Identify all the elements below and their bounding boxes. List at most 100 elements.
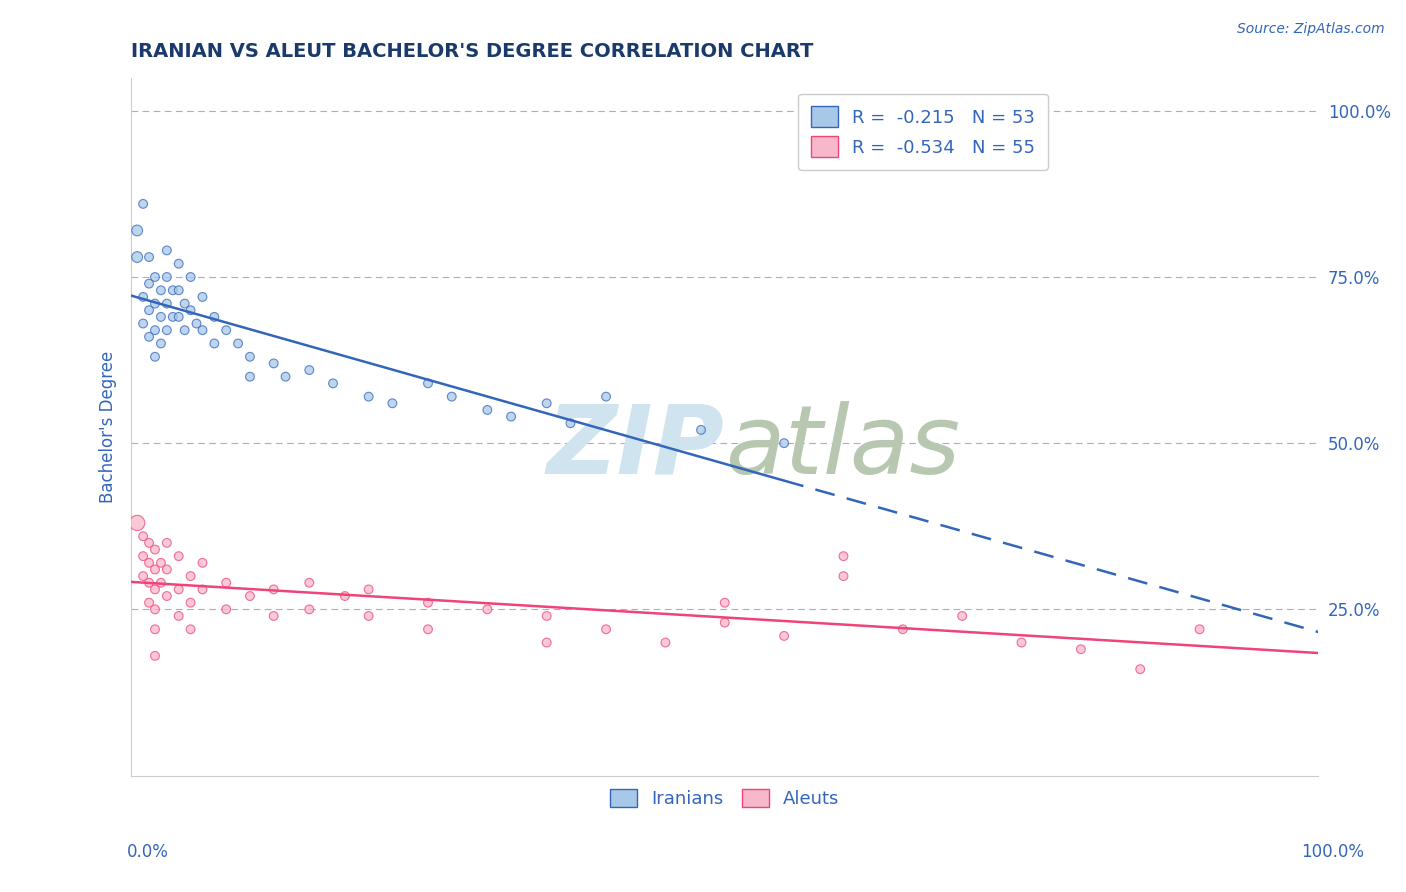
Point: [274, 369, 297, 384]
Point: [595, 622, 617, 636]
Point: [536, 609, 558, 624]
Text: ZIP: ZIP: [547, 401, 724, 494]
Point: [333, 589, 356, 603]
Point: [1129, 662, 1152, 676]
Point: [536, 635, 558, 649]
Point: [156, 562, 179, 576]
Point: [180, 270, 202, 285]
Point: [127, 250, 149, 264]
Point: [143, 350, 166, 364]
Point: [357, 609, 380, 624]
Point: [215, 323, 238, 337]
Point: [239, 369, 262, 384]
Point: [595, 390, 617, 404]
Text: 100.0%: 100.0%: [1301, 843, 1364, 861]
Point: [690, 423, 713, 437]
Point: [180, 303, 202, 318]
Point: [202, 336, 225, 351]
Text: IRANIAN VS ALEUT BACHELOR'S DEGREE CORRELATION CHART: IRANIAN VS ALEUT BACHELOR'S DEGREE CORRE…: [131, 42, 814, 61]
Point: [138, 596, 160, 610]
Point: [180, 622, 202, 636]
Point: [149, 336, 172, 351]
Point: [215, 602, 238, 616]
Point: [713, 596, 735, 610]
Point: [138, 277, 160, 291]
Point: [202, 310, 225, 324]
Point: [950, 609, 973, 624]
Point: [654, 635, 676, 649]
Point: [186, 317, 208, 331]
Point: [173, 296, 195, 310]
Point: [143, 602, 166, 616]
Point: [162, 310, 184, 324]
Point: [191, 582, 214, 597]
Point: [143, 582, 166, 597]
Point: [127, 516, 149, 530]
Text: atlas: atlas: [724, 401, 960, 494]
Point: [298, 575, 321, 590]
Point: [298, 363, 321, 377]
Point: [501, 409, 523, 424]
Point: [143, 648, 166, 663]
Point: [143, 542, 166, 557]
Point: [832, 549, 855, 564]
Point: [416, 376, 439, 391]
Point: [138, 303, 160, 318]
Point: [226, 336, 249, 351]
Point: [773, 629, 796, 643]
Point: [180, 596, 202, 610]
Point: [1070, 642, 1092, 657]
Point: [149, 556, 172, 570]
Point: [357, 390, 380, 404]
Point: [143, 562, 166, 576]
Point: [440, 390, 463, 404]
Point: [149, 575, 172, 590]
Point: [191, 556, 214, 570]
Point: [416, 622, 439, 636]
Point: [263, 582, 285, 597]
Y-axis label: Bachelor's Degree: Bachelor's Degree: [100, 351, 117, 503]
Point: [143, 622, 166, 636]
Point: [167, 582, 190, 597]
Point: [143, 323, 166, 337]
Point: [215, 575, 238, 590]
Point: [239, 350, 262, 364]
Point: [138, 556, 160, 570]
Point: [156, 589, 179, 603]
Point: [173, 323, 195, 337]
Point: [138, 250, 160, 264]
Point: [132, 529, 155, 543]
Point: [156, 296, 179, 310]
Point: [138, 330, 160, 344]
Point: [127, 223, 149, 237]
Point: [477, 403, 499, 417]
Point: [832, 569, 855, 583]
Text: 0.0%: 0.0%: [127, 843, 169, 861]
Point: [156, 244, 179, 258]
Point: [322, 376, 344, 391]
Point: [138, 536, 160, 550]
Point: [1011, 635, 1033, 649]
Point: [132, 569, 155, 583]
Point: [773, 436, 796, 450]
Point: [477, 602, 499, 616]
Point: [132, 290, 155, 304]
Point: [132, 549, 155, 564]
Point: [156, 323, 179, 337]
Point: [536, 396, 558, 410]
Point: [167, 257, 190, 271]
Point: [156, 536, 179, 550]
Point: [143, 270, 166, 285]
Point: [191, 323, 214, 337]
Point: [298, 602, 321, 616]
Point: [167, 283, 190, 297]
Point: [149, 283, 172, 297]
Point: [156, 270, 179, 285]
Point: [167, 609, 190, 624]
Point: [263, 609, 285, 624]
Point: [132, 197, 155, 211]
Point: [191, 290, 214, 304]
Point: [180, 569, 202, 583]
Point: [713, 615, 735, 630]
Point: [416, 596, 439, 610]
